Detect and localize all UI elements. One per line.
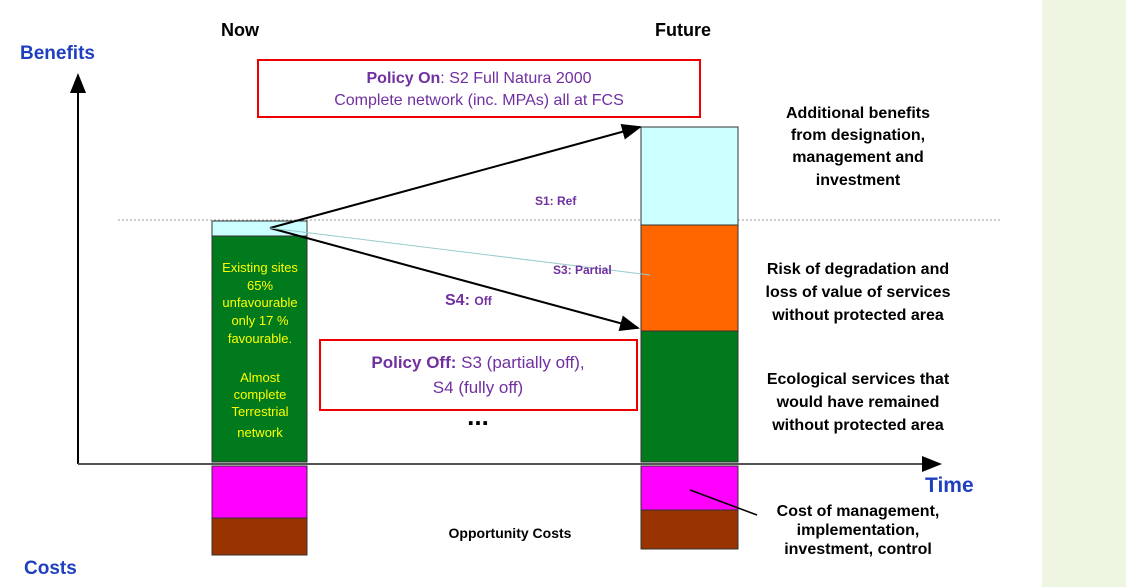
legend-cost: investment, control — [784, 541, 932, 558]
now-bar-text: complete — [234, 387, 287, 402]
legend-additional: investment — [816, 172, 901, 189]
s4-text: Off — [474, 294, 492, 308]
policy-off-label: Policy Off: — [371, 353, 456, 372]
s4-label: S4: Off — [445, 292, 493, 309]
s1-label: S1: Ref — [535, 194, 577, 208]
policy-on-box — [257, 59, 701, 118]
dynamic-text: Existing sites 65% unfavourable only 17 % fa… — [222, 105, 951, 558]
legend-ecological: without protected area — [771, 417, 944, 434]
policy-off-line1: Policy Off: S3 (partially off), — [371, 353, 584, 372]
now-bar-text: only 17 % — [231, 313, 289, 328]
legend-cost: Cost of management, — [777, 503, 940, 520]
policy-on-text: : S2 Full Natura 2000 — [440, 70, 591, 87]
time-label: Time — [925, 474, 974, 497]
legend-cost: implementation, — [797, 522, 920, 539]
opportunity-costs: Opportunity Costs — [449, 525, 572, 541]
policy-off-text: S3 (partially off), — [461, 353, 584, 372]
now-bar-text: network — [237, 425, 283, 440]
now-label: Now — [221, 20, 260, 40]
future-bar — [640, 126, 739, 550]
s4-code: S4: — [445, 292, 470, 309]
policy-on-line2: Complete network (inc. MPAs) all at FCS — [334, 92, 624, 109]
legend-additional: from designation, — [791, 127, 925, 144]
now-bar-text: Almost — [240, 370, 280, 385]
legend-risk: Risk of degradation and — [767, 261, 949, 278]
legend-ecological: would have remained — [776, 394, 940, 411]
future-label: Future — [655, 20, 711, 40]
s3-label: S3: Partial — [553, 263, 612, 277]
policy-on-label: Policy On — [367, 70, 441, 87]
now-bar-text: Existing sites — [222, 260, 298, 275]
legend-additional: management and — [792, 149, 924, 166]
legend-risk: without protected area — [771, 307, 944, 324]
arrow-s1 — [269, 124, 642, 229]
now-bar-text: favourable. — [228, 331, 292, 346]
now-bar-text: Terrestrial — [231, 404, 288, 419]
ellipsis: ... — [467, 401, 489, 431]
now-bar — [211, 220, 308, 556]
arrow-s4 — [269, 227, 640, 331]
legend-additional: Additional benefits — [786, 105, 930, 122]
arrow-s3 — [269, 227, 651, 276]
costs-label: Costs — [24, 558, 77, 579]
legend-ecological: Ecological services that — [767, 371, 950, 388]
benefits-label: Benefits — [20, 43, 95, 64]
legend-risk: loss of value of services — [766, 284, 951, 301]
policy-off-line2: S4 (fully off) — [433, 378, 523, 397]
now-bar-text: unfavourable — [222, 295, 297, 310]
policy-on-line1: Policy On: S2 Full Natura 2000 — [367, 70, 592, 87]
pointer — [689, 489, 758, 516]
now-bar-text: 65% — [247, 278, 273, 293]
policy-off-box — [319, 339, 638, 411]
